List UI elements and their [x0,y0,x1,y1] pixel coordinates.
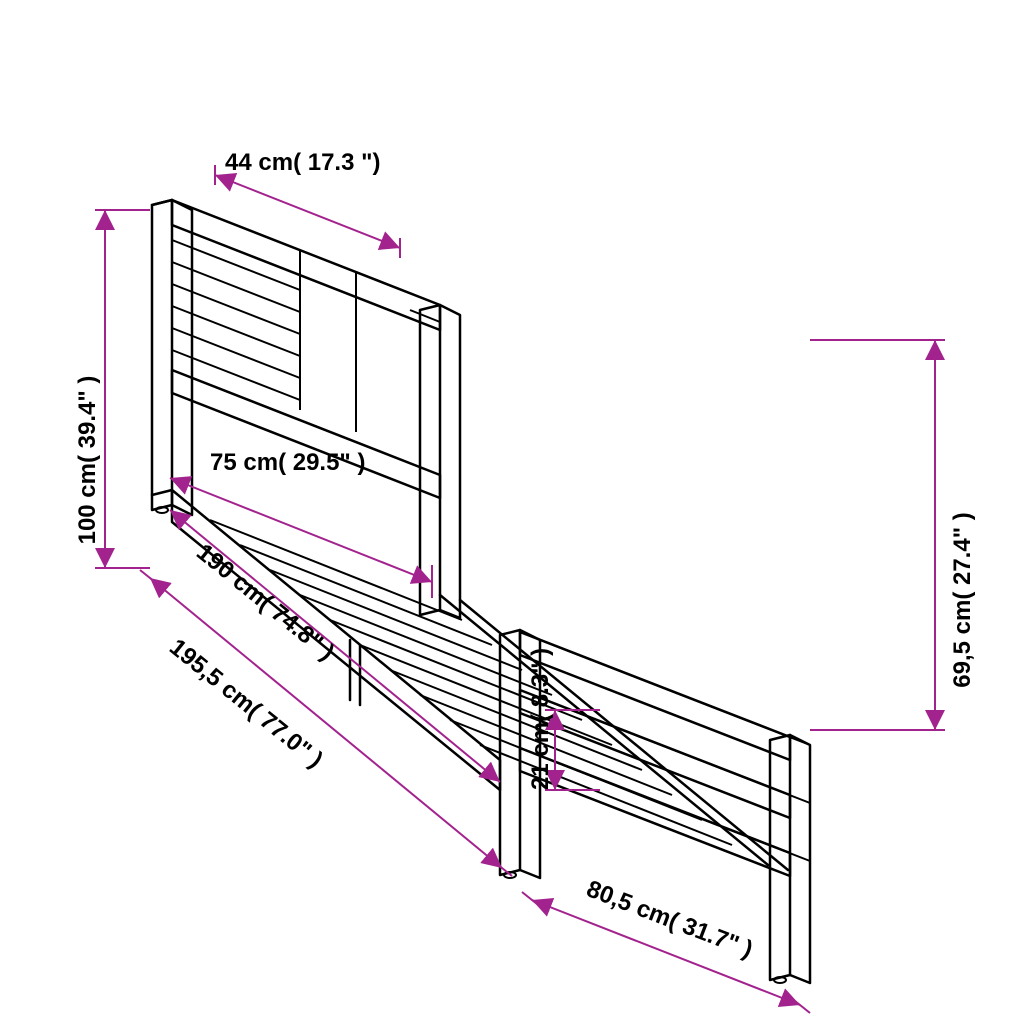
dim-headboard-height: 100 cm( 39.4" ) [74,376,101,545]
dim-mattress-width: 75 cm( 29.5" ) [210,449,365,476]
dimension-lines [95,165,945,1013]
bed-slats [210,520,732,845]
dim-headboard-panel-width: 44 cm( 17.3 ") [225,149,380,176]
dim-overall-width: 80,5 cm( 31.7" ) [583,875,757,963]
dimension-diagram: 44 cm( 17.3 ") 100 cm( 39.4" ) 75 cm( 29… [0,0,1024,1024]
dim-clearance-height: 21 cm( 8.3" ) [527,648,554,790]
dim-footboard-height: 69,5 cm( 27.4" ) [949,512,976,688]
dimension-labels: 44 cm( 17.3 ") 100 cm( 39.4" ) 75 cm( 29… [74,149,976,963]
